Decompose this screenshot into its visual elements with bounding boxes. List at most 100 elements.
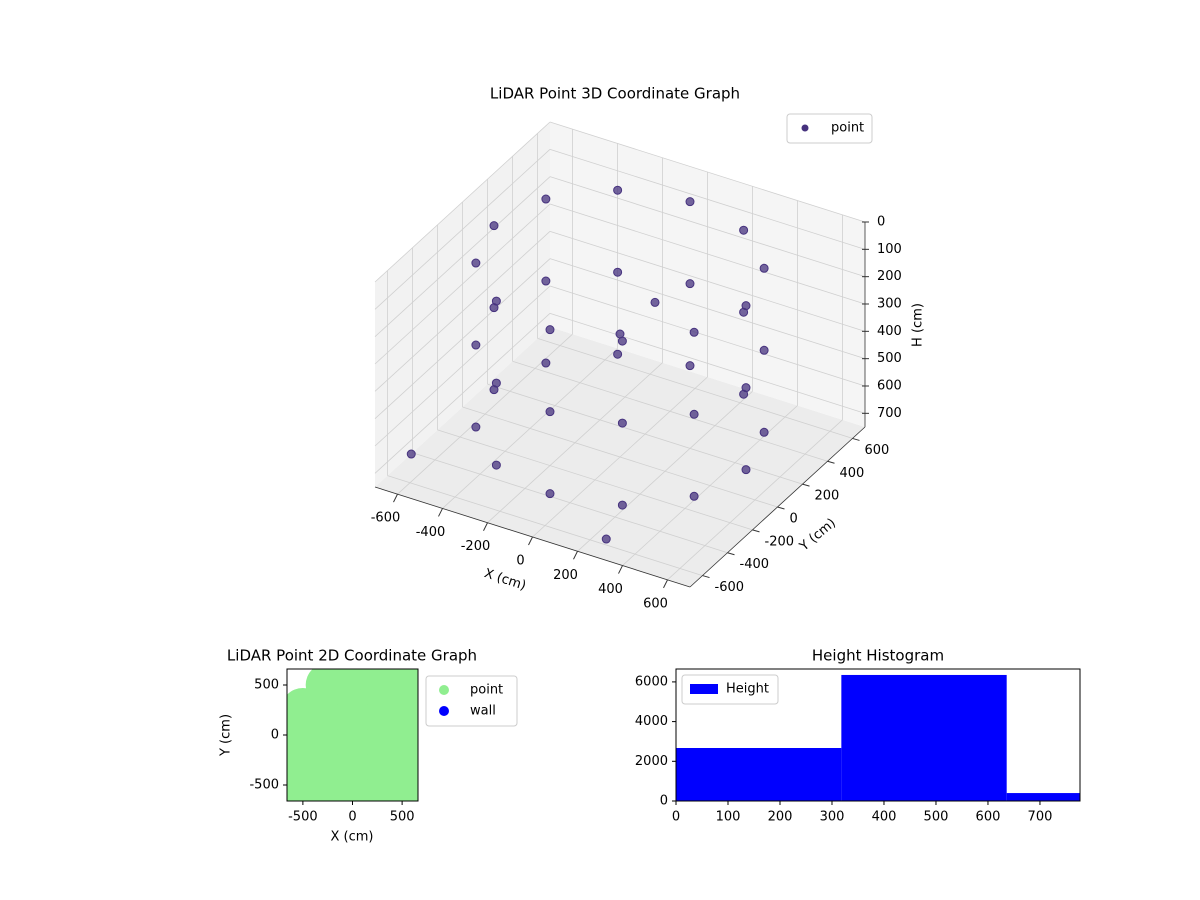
y-tick-label: 0 bbox=[790, 512, 798, 527]
x-tick bbox=[393, 493, 398, 503]
point bbox=[489, 303, 499, 313]
x-tick-label: 600 bbox=[976, 810, 1001, 825]
point bbox=[491, 460, 501, 470]
legend-box bbox=[681, 674, 779, 705]
grid-line bbox=[549, 258, 866, 360]
x-tick-label: -600 bbox=[371, 511, 401, 526]
point bbox=[685, 361, 695, 371]
x-axis-line bbox=[374, 486, 691, 588]
grid-line bbox=[549, 230, 866, 332]
grid-line bbox=[374, 121, 551, 283]
legend-marker bbox=[801, 124, 809, 132]
x-tick-label: 500 bbox=[924, 810, 949, 825]
y-tick-label: -400 bbox=[740, 557, 770, 572]
grid-line bbox=[549, 285, 866, 387]
grid-line bbox=[437, 429, 753, 531]
axes-frame bbox=[675, 668, 1081, 802]
legend-label: point bbox=[470, 683, 503, 698]
y-tick bbox=[777, 506, 785, 510]
grid-line bbox=[374, 258, 551, 419]
z-tick-label: 500 bbox=[877, 351, 902, 366]
z-tick-label: 300 bbox=[877, 297, 902, 312]
x-tick-label: 600 bbox=[643, 596, 668, 611]
grid-line bbox=[374, 176, 551, 337]
z-tick-label: 600 bbox=[877, 379, 902, 394]
x-tick-label: 400 bbox=[598, 582, 623, 597]
point bbox=[739, 307, 749, 317]
z-tick-label: 200 bbox=[877, 269, 902, 284]
z-tick-label: 100 bbox=[877, 242, 902, 257]
bar bbox=[1006, 793, 1080, 801]
chart-title: LiDAR Point 2D Coordinate Graph bbox=[227, 647, 477, 665]
x-tick bbox=[528, 536, 533, 546]
x-tick-label: 500 bbox=[390, 810, 415, 825]
point bbox=[406, 449, 416, 459]
legend-marker bbox=[439, 685, 449, 695]
grid-line bbox=[374, 149, 551, 310]
point bbox=[689, 327, 699, 337]
y-tick bbox=[827, 460, 835, 464]
y-tick-label: 200 bbox=[815, 489, 840, 504]
y-tick-label: 500 bbox=[254, 678, 279, 693]
point bbox=[390, 723, 418, 767]
y-axis-label: Y (cm) bbox=[219, 714, 234, 757]
plot-histogram: 0 100 200 300 400 500 600 700 0 2000 4000 6000 Heigh… bbox=[635, 668, 1081, 825]
grid-line bbox=[537, 338, 853, 439]
grid-line bbox=[462, 406, 778, 508]
point bbox=[617, 418, 627, 428]
y-tick-label: -200 bbox=[765, 534, 795, 549]
x-tick-label: 0 bbox=[348, 810, 356, 825]
x-tick-label: 300 bbox=[820, 810, 845, 825]
point bbox=[739, 389, 749, 399]
grid-line bbox=[549, 203, 866, 305]
point bbox=[759, 427, 769, 437]
y-tick bbox=[727, 552, 735, 556]
point bbox=[320, 669, 365, 697]
point bbox=[471, 340, 481, 350]
grid-line bbox=[374, 203, 551, 365]
point bbox=[287, 723, 315, 767]
point bbox=[541, 276, 551, 286]
point bbox=[685, 279, 695, 289]
grid-line bbox=[374, 313, 551, 474]
bar bbox=[841, 674, 1007, 801]
x-tick-label: 200 bbox=[768, 810, 793, 825]
point bbox=[689, 409, 699, 419]
legend-swatch bbox=[690, 684, 718, 694]
grid-line bbox=[412, 452, 728, 554]
y-tick-label: 2000 bbox=[635, 754, 668, 769]
z-axis-label: H (cm) bbox=[911, 303, 926, 347]
point bbox=[601, 534, 611, 544]
point bbox=[541, 358, 551, 368]
x-tick bbox=[663, 579, 668, 589]
point bbox=[685, 197, 695, 207]
legend-label: point bbox=[831, 121, 864, 136]
z-tick-label: 700 bbox=[877, 406, 902, 421]
grid-line bbox=[487, 383, 803, 485]
point bbox=[545, 407, 555, 417]
grid-line bbox=[374, 231, 551, 392]
bars bbox=[676, 674, 1080, 801]
y-tick bbox=[802, 483, 810, 487]
y-tick-label: 400 bbox=[840, 466, 865, 481]
point bbox=[471, 258, 481, 268]
grid-line bbox=[549, 121, 866, 223]
point bbox=[541, 194, 551, 204]
grid-line bbox=[512, 360, 828, 462]
point bbox=[617, 500, 627, 510]
point bbox=[613, 349, 623, 359]
z-tick-label: 400 bbox=[877, 324, 902, 339]
x-tick-label: 700 bbox=[1028, 810, 1053, 825]
y-axis-label: Y (cm) bbox=[796, 516, 839, 555]
point bbox=[615, 329, 625, 339]
y-axis-line bbox=[689, 426, 866, 588]
grid-line bbox=[549, 312, 866, 414]
point bbox=[287, 765, 320, 801]
point bbox=[759, 345, 769, 355]
plot-3d: -600-400-2000200400600-600-400-200020040… bbox=[371, 113, 902, 611]
legend-box bbox=[786, 113, 873, 144]
chart-title: LiDAR Point 3D Coordinate Graph bbox=[490, 85, 740, 103]
legend-label: wall bbox=[470, 704, 496, 719]
